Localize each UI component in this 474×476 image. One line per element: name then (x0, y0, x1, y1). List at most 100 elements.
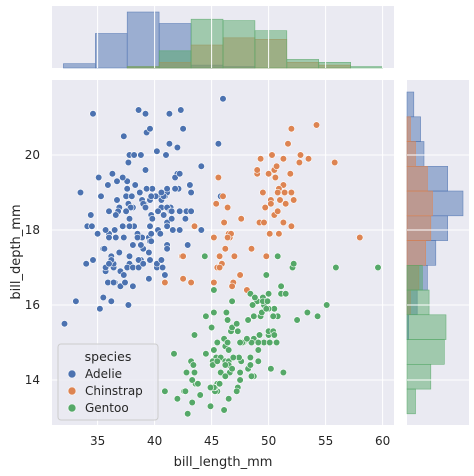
point-adelie (176, 170, 184, 178)
point-adelie (168, 215, 176, 223)
point-adelie (99, 293, 107, 302)
point-gentoo (246, 353, 254, 362)
marginal-y-bar-chinstrap (406, 141, 416, 167)
point-adelie (105, 207, 113, 215)
point-gentoo (225, 395, 233, 403)
point-adelie (119, 173, 127, 182)
point-chinstrap (273, 162, 281, 170)
point-gentoo (266, 338, 274, 347)
point-chinstrap (331, 158, 339, 167)
point-gentoo (236, 376, 244, 384)
point-gentoo (236, 368, 244, 377)
point-gentoo (188, 398, 196, 407)
point-chinstrap (161, 278, 169, 287)
point-adelie (119, 222, 127, 230)
point-chinstrap (247, 245, 256, 253)
marginal-y-bar-gentoo (406, 388, 416, 415)
point-adelie (120, 271, 128, 279)
point-chinstrap (281, 188, 289, 197)
marginal-y-bar-chinstrap (406, 166, 428, 192)
y-tick-label: 14 (25, 373, 40, 387)
point-gentoo (194, 380, 202, 388)
point-adelie (76, 188, 85, 197)
point-adelie (219, 95, 227, 103)
marginal-x-bar-gentoo (158, 50, 192, 69)
point-gentoo (225, 346, 233, 354)
point-gentoo (221, 372, 229, 380)
y-tick-label: 18 (25, 223, 40, 237)
point-adelie (148, 215, 156, 223)
point-chinstrap (220, 218, 228, 227)
point-gentoo (273, 338, 281, 347)
point-adelie (137, 151, 145, 159)
point-adelie (147, 192, 155, 200)
point-gentoo (265, 290, 273, 298)
point-adelie (112, 233, 120, 242)
point-gentoo (303, 308, 312, 317)
point-adelie (154, 207, 162, 215)
point-gentoo (249, 301, 257, 309)
point-gentoo (290, 260, 298, 268)
marginal-y-bar-chinstrap (406, 116, 411, 142)
marginal-x-bar-gentoo (222, 20, 256, 69)
point-chinstrap (287, 222, 296, 230)
point-gentoo (323, 301, 331, 309)
point-gentoo (190, 331, 199, 339)
point-chinstrap (260, 218, 268, 227)
point-adelie (176, 207, 184, 215)
legend-label-adelie: Adelie (85, 367, 122, 381)
point-gentoo (216, 380, 224, 388)
point-chinstrap (276, 196, 284, 204)
point-gentoo (274, 252, 282, 260)
point-adelie (137, 241, 145, 249)
point-gentoo (229, 353, 237, 362)
marginal-x-bars (63, 11, 383, 69)
point-chinstrap (210, 278, 218, 287)
point-gentoo (244, 316, 252, 324)
point-gentoo (202, 312, 210, 320)
point-chinstrap (287, 188, 296, 197)
point-adelie (135, 106, 143, 114)
legend-marker-chinstrap (67, 386, 77, 396)
point-gentoo (251, 293, 259, 302)
point-adelie (89, 110, 97, 118)
point-chinstrap (236, 271, 244, 279)
point-gentoo (190, 368, 199, 377)
point-adelie (107, 297, 115, 305)
point-adelie (171, 185, 179, 193)
x-tick-label: 60 (375, 434, 390, 448)
point-adelie (120, 233, 128, 242)
point-gentoo (255, 331, 264, 339)
point-adelie (173, 143, 181, 152)
point-gentoo (210, 308, 218, 317)
point-adelie (93, 230, 102, 238)
point-chinstrap (224, 203, 232, 212)
point-gentoo (254, 346, 262, 354)
point-adelie (130, 151, 138, 159)
point-adelie (115, 248, 123, 257)
point-adelie (122, 207, 130, 215)
point-adelie (121, 278, 129, 287)
point-adelie (88, 222, 96, 230)
point-chinstrap (295, 158, 304, 167)
point-adelie (109, 278, 118, 287)
point-adelie (139, 260, 147, 268)
point-adelie (168, 207, 176, 215)
point-chinstrap (224, 233, 232, 242)
marginal-y-bars (406, 91, 464, 415)
point-adelie (125, 222, 134, 230)
point-adelie (120, 132, 128, 140)
point-adelie (111, 226, 119, 234)
point-chinstrap (271, 173, 280, 182)
point-adelie (124, 158, 132, 167)
point-gentoo (254, 357, 262, 365)
marginal-y-bar-gentoo (406, 363, 432, 390)
point-chinstrap (219, 192, 227, 200)
point-adelie (135, 263, 143, 272)
point-gentoo (250, 312, 258, 320)
point-adelie (163, 245, 171, 253)
point-gentoo (267, 365, 275, 373)
point-chinstrap (356, 233, 364, 242)
point-gentoo (224, 316, 232, 324)
